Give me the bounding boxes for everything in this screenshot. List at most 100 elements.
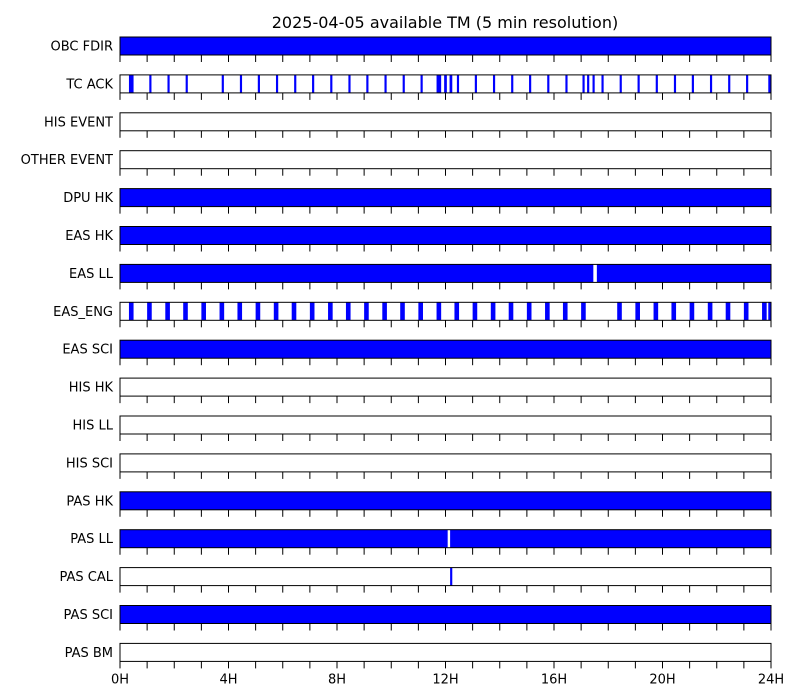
availability-bar	[291, 302, 297, 321]
x-tick-label: 24H	[758, 672, 784, 687]
row-tc-ack: TC ACK	[65, 74, 772, 100]
availability-bar	[671, 302, 677, 321]
availability-bar	[725, 302, 731, 321]
row-pas-bm: PAS BM	[65, 642, 772, 669]
row-label: EAS_ENG	[53, 305, 113, 320]
availability-bar	[120, 529, 448, 548]
availability-bar	[596, 264, 771, 283]
availability-bar	[120, 605, 771, 624]
row-frame	[119, 150, 772, 170]
availability-bar	[309, 302, 315, 321]
availability-bar	[456, 74, 460, 93]
row-label: EAS LL	[69, 267, 114, 282]
availability-bar	[330, 74, 333, 93]
availability-bar	[691, 74, 694, 93]
availability-bar	[617, 302, 622, 321]
row-dpu-hk: DPU HK	[63, 188, 772, 214]
availability-bar	[673, 74, 677, 93]
row-label: PAS BM	[65, 646, 113, 661]
availability-bar	[183, 302, 188, 321]
x-tick-label: 0H	[111, 672, 129, 687]
row-his-ll: HIS LL	[73, 415, 772, 441]
availability-bar	[709, 74, 713, 93]
row-label: PAS LL	[70, 532, 114, 547]
availability-bar	[508, 302, 514, 321]
availability-bar	[562, 302, 568, 321]
availability-bar	[294, 74, 297, 93]
availability-bar	[707, 302, 713, 321]
row-label: DPU HK	[63, 191, 113, 206]
availability-bar	[768, 74, 771, 93]
availability-bar	[449, 74, 453, 93]
availability-bar	[120, 37, 771, 55]
row-frame	[119, 642, 772, 662]
availability-bar	[120, 491, 771, 510]
availability-bar	[450, 567, 453, 586]
availability-bar	[444, 74, 447, 93]
availability-bar	[526, 302, 532, 321]
chart-title: 2025-04-05 available TM (5 min resolutio…	[272, 13, 618, 32]
availability-bar	[653, 302, 659, 321]
availability-bar	[545, 302, 550, 321]
row-pas-hk: PAS HK	[66, 491, 772, 517]
row-label: PAS CAL	[60, 570, 114, 585]
availability-bar	[273, 302, 279, 321]
availability-bar	[619, 74, 622, 93]
availability-bar	[474, 74, 477, 93]
row-label: EAS HK	[65, 229, 113, 244]
availability-bar	[167, 74, 170, 93]
availability-bar	[201, 302, 206, 321]
x-tick-label: 8H	[328, 672, 346, 687]
availability-bar	[147, 302, 152, 321]
availability-bar	[328, 302, 333, 321]
availability-bar	[366, 74, 369, 93]
row-pas-cal: PAS CAL	[60, 567, 772, 593]
availability-bar	[221, 74, 224, 93]
availability-bar	[450, 529, 771, 548]
row-eas-eng: EAS_ENG	[53, 301, 772, 328]
chart-rows: OBC FDIR TC ACK HIS EVENT OTHER EVENT DPU HK…	[21, 36, 772, 669]
availability-bar	[120, 264, 594, 283]
row-frame	[119, 567, 772, 587]
row-label: HIS HK	[69, 381, 114, 396]
availability-bar	[762, 302, 767, 321]
availability-bar	[402, 74, 405, 93]
row-frame	[119, 112, 772, 132]
x-axis-ticks: 0H 4H 8H 12H 16H 20H 24H	[111, 672, 784, 687]
availability-bar	[728, 74, 731, 93]
availability-bar	[436, 74, 442, 93]
availability-bar	[165, 302, 170, 321]
availability-bar	[490, 302, 496, 321]
row-label: HIS EVENT	[44, 115, 113, 130]
availability-bar	[275, 74, 279, 93]
availability-bar	[655, 74, 658, 93]
availability-bar	[454, 302, 460, 321]
availability-bar	[257, 74, 260, 93]
x-tick-label: 20H	[649, 672, 675, 687]
row-label: HIS LL	[73, 419, 114, 434]
row-eas-ll: EAS LL	[69, 263, 772, 290]
availability-bar	[384, 74, 387, 93]
row-eas-hk: EAS HK	[65, 226, 772, 252]
availability-bar	[185, 74, 188, 93]
x-tick-label: 4H	[219, 672, 237, 687]
availability-bar	[581, 302, 586, 321]
availability-bar	[400, 302, 405, 321]
availability-bar	[128, 74, 134, 93]
availability-bar	[529, 74, 532, 93]
availability-bar	[511, 74, 514, 93]
row-label: EAS SCI	[62, 343, 113, 358]
availability-bar	[587, 74, 590, 93]
availability-bar	[348, 74, 351, 93]
availability-bar	[420, 74, 423, 93]
availability-bar	[418, 302, 423, 321]
availability-bar	[768, 302, 771, 321]
availability-bar	[219, 302, 225, 321]
availability-bar	[237, 302, 243, 321]
row-pas-sci: PAS SCI	[64, 605, 772, 631]
availability-bar	[436, 302, 442, 321]
availability-bar	[472, 302, 478, 321]
row-label: TC ACK	[65, 77, 113, 92]
row-frame	[119, 377, 772, 397]
